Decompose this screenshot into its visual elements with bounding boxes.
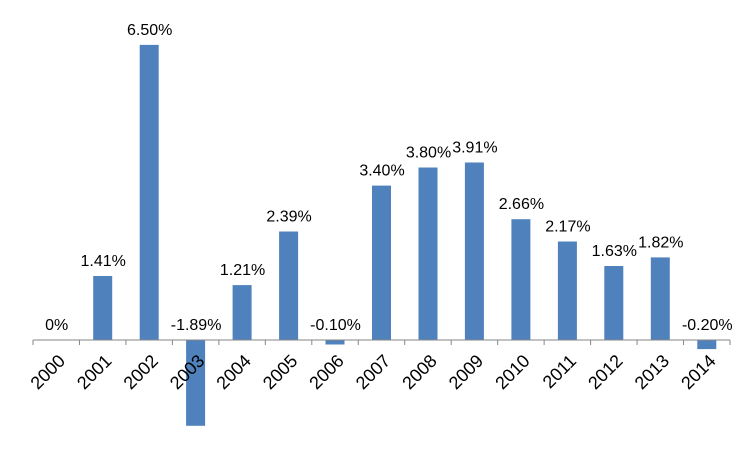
data-label-2008: 3.80% (406, 145, 451, 162)
bar-2001 (93, 276, 113, 340)
data-label-2004: 1.21% (220, 262, 265, 279)
bar-2014 (697, 340, 717, 350)
x-tick-label-2013: 2013 (631, 351, 673, 393)
data-label-2002: 6.50% (127, 22, 172, 39)
x-tick-label-2012: 2012 (584, 351, 626, 393)
bar-2002 (139, 44, 159, 341)
x-tick-label-2014: 2014 (677, 351, 719, 393)
x-tick-label-2004: 2004 (212, 351, 254, 393)
data-label-2011: 2.17% (545, 219, 590, 236)
bar-2012 (604, 266, 624, 340)
x-axis-ticks (32, 340, 731, 345)
bar-2006 (325, 340, 345, 345)
data-label-2007: 3.40% (359, 163, 404, 180)
x-tick-label-2000: 2000 (27, 351, 69, 393)
bars-group (93, 44, 717, 426)
x-tick-label-2011: 2011 (539, 351, 581, 393)
bar-2003 (186, 340, 206, 426)
bar-2005 (279, 231, 299, 340)
data-label-2005: 2.39% (266, 209, 311, 226)
bar-2011 (557, 241, 577, 340)
bar-2010 (511, 219, 531, 340)
data-label-2001: 1.41% (81, 253, 126, 270)
x-tick-label-2002: 2002 (120, 351, 162, 393)
data-label-2010: 2.66% (499, 196, 544, 213)
x-tick-label-2007: 2007 (352, 351, 394, 393)
bar-2007 (372, 185, 391, 340)
x-tick-label-2008: 2008 (398, 351, 440, 393)
x-tick-label-2005: 2005 (259, 351, 301, 393)
bar-2009 (464, 162, 484, 340)
x-tick-label-2006: 2006 (305, 351, 347, 393)
x-tick-label-2001: 2001 (73, 351, 115, 393)
x-tick-label-2009: 2009 (445, 351, 487, 393)
bar-2013 (650, 257, 670, 340)
x-tick-label-2010: 2010 (491, 351, 533, 393)
data-labels-group: 0%1.41%6.50%-1.89%1.21%2.39%-0.10%3.40%3… (45, 22, 733, 334)
data-label-2013: 1.82% (638, 234, 683, 251)
data-label-2014: -0.20% (682, 317, 733, 334)
data-label-2000: 0% (45, 317, 68, 334)
data-label-2009: 3.91% (452, 140, 497, 157)
data-label-2006: -0.10% (310, 317, 361, 334)
data-label-2012: 1.63% (592, 243, 637, 260)
bar-2008 (418, 167, 438, 340)
data-label-2003: -1.89% (171, 317, 222, 334)
x-tick-labels-group: 2000 2001 2002 2003 2004 2005 2006 2007 2008 2009… (27, 351, 720, 393)
bar-2004 (232, 285, 252, 340)
